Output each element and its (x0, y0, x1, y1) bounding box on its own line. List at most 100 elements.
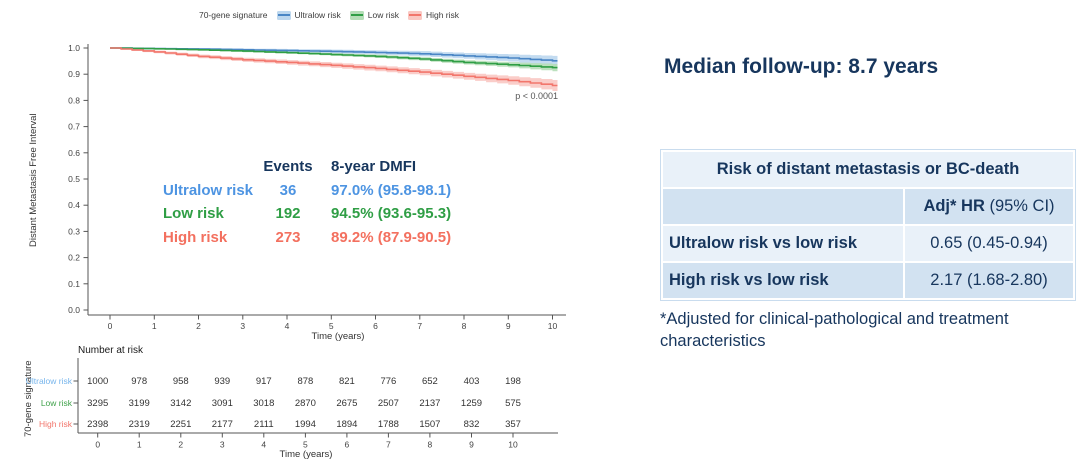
annotation-row-low: Low risk 192 94.5% (93.6-95.3) (163, 202, 451, 226)
y-axis-title: Distant Metastasis Free Interval (28, 113, 39, 247)
number-at-risk-title: Number at risk (78, 345, 144, 356)
legend-item-high: High risk (407, 10, 460, 20)
y-tick-label: 0.5 (68, 174, 80, 184)
annotation-gap (319, 226, 331, 250)
risk-count: 2319 (129, 419, 150, 430)
hr-header-row: Risk of distant metastasis or BC-death (663, 152, 1073, 187)
risk-x-tick-label: 3 (220, 440, 225, 450)
series-dmfi-low: 94.5% (93.6-95.3) (331, 205, 452, 222)
ci-band-0 (110, 48, 558, 66)
risk-count: 2507 (378, 398, 399, 409)
risk-count: 3142 (170, 398, 191, 409)
y-tick-label: 0.0 (68, 305, 80, 315)
risk-x-tick-label: 0 (95, 440, 100, 450)
x-tick-label: 2 (196, 321, 201, 331)
series-dmfi-high: 89.2% (87.9-90.5) (331, 228, 452, 246)
risk-x-tick-label: 4 (261, 440, 266, 450)
km-plot-svg: 1.0 0.9 0.8 0.7 0.6 0.5 0.4 0.3 0.2 0.1 0.0 0 1 2 3 4 5 6… (68, 43, 566, 450)
x-tick-label: 6 (373, 321, 378, 331)
risk-count: 2675 (336, 398, 357, 409)
y-tick-label: 0.6 (68, 148, 80, 158)
risk-x-tick-label: 5 (303, 440, 308, 450)
x-tick-label: 5 (329, 321, 334, 331)
events-annotation: Events 8-year DMFI Ultralow risk 36 97.0… (163, 155, 451, 249)
risk-x-tick-label: 9 (469, 440, 474, 450)
hr-label-ultralow: Ultralow risk vs low risk (663, 226, 903, 261)
annotation-gap (319, 179, 331, 203)
annotation-gap (319, 202, 331, 226)
legend-item-ultralow: Ultralow risk (276, 10, 341, 20)
risk-count: 821 (339, 376, 355, 387)
x-tick-label: 4 (285, 321, 290, 331)
x-tick-label: 8 (462, 321, 467, 331)
risk-count: 917 (256, 376, 272, 387)
risk-x-tick-label: 1 (137, 440, 142, 450)
risk-x-tick-label: 6 (345, 440, 350, 450)
annotation-row-ultralow: Ultralow risk 36 97.0% (95.8-98.1) (163, 179, 451, 203)
high-swatch-icon (407, 10, 422, 20)
x-axis-title-risk: Time (years) (279, 449, 333, 460)
x-tick-label: 0 (108, 321, 113, 331)
risk-count: 878 (297, 376, 313, 387)
tick-labels: 1.0 0.9 0.8 0.7 0.6 0.5 0.4 0.3 0.2 0.1 0.0 0 1 2 3 4 5 6… (68, 43, 557, 450)
risk-x-tick-label: 2 (178, 440, 183, 450)
risk-count: 1788 (378, 419, 399, 430)
annotation-header-row: Events 8-year DMFI (163, 155, 451, 179)
annotation-gap (319, 155, 331, 179)
y-tick-label: 0.7 (68, 122, 80, 132)
risk-count: 2870 (295, 398, 316, 409)
series-label-high: High risk (163, 228, 228, 246)
events-column-header: Events (263, 158, 313, 175)
adjustment-footnote: *Adjusted for clinical-pathological and … (660, 310, 1009, 351)
risk-x-tick-label: 8 (428, 440, 433, 450)
risk-count: 3018 (253, 398, 274, 409)
hr-value-high: 2.17 (1.68-2.80) (905, 263, 1073, 298)
y-tick-label: 0.8 (68, 95, 80, 105)
low-swatch-line (350, 14, 363, 16)
axes (73, 44, 566, 438)
risk-count: 832 (464, 419, 480, 430)
annotation-header-spacer (163, 155, 257, 179)
risk-count: 1000 (87, 376, 108, 387)
risk-count: 1259 (461, 398, 482, 409)
hr-table-title: Risk of distant metastasis or BC-death (663, 152, 1073, 187)
annotation-row-high: High risk 273 89.2% (87.9-90.5) (163, 226, 451, 250)
legend-title: 70-gene signature (198, 10, 268, 20)
x-tick-label: 1 (152, 321, 157, 331)
y-tick-label: 0.4 (68, 200, 80, 210)
risk-count: 357 (505, 419, 521, 430)
hazard-ratio-table: Risk of distant metastasis or BC-death A… (660, 149, 1076, 301)
series-events-ultralow: 36 (279, 181, 297, 199)
p-value: p < 0.0001 (515, 91, 558, 101)
risk-row-label-low: Low risk (40, 398, 72, 408)
risk-counts: 1000 978 958 939 917 878 821 776 652 403 198 3295 31… (87, 376, 521, 430)
dmfi-column-header: 8-year DMFI (331, 158, 417, 175)
risk-count: 652 (422, 376, 438, 387)
hr-value-ultralow: 0.65 (0.45-0.94) (905, 226, 1073, 261)
low-swatch-icon (349, 10, 364, 20)
hr-empty-cell (663, 189, 903, 224)
hr-colheader-row: Adj* HR (95% CI) (663, 189, 1073, 224)
risk-count: 2111 (254, 419, 274, 430)
risk-count: 978 (131, 376, 147, 387)
legend-item-low: Low risk (349, 10, 399, 20)
risk-count: 2398 (87, 419, 108, 430)
risk-count: 939 (214, 376, 230, 387)
risk-x-tick-label: 7 (386, 440, 391, 450)
hr-row-ultralow: Ultralow risk vs low risk 0.65 (0.45-0.9… (663, 226, 1073, 261)
series-dmfi-ultralow: 97.0% (95.8-98.1) (331, 181, 452, 199)
risk-row-label-ultralow: Ultralow risk (25, 376, 72, 386)
legend-label-high: High risk (425, 10, 460, 20)
km-curve-2 (110, 47, 558, 87)
y-tick-label: 0.1 (68, 279, 80, 289)
high-swatch-line (408, 14, 421, 16)
legend: 70-gene signature Ultralow risk Low risk… (90, 10, 568, 20)
series-events-high: 273 (275, 228, 301, 246)
risk-count: 958 (173, 376, 189, 387)
hr-row-high: High risk vs low risk 2.17 (1.68-2.80) (663, 263, 1073, 298)
y-tick-label: 0.2 (68, 253, 80, 263)
km-curves (110, 47, 558, 87)
risk-count: 2251 (170, 419, 191, 430)
hr-col-header: Adj* HR (95% CI) (905, 189, 1073, 224)
hr-col-header-rest: (95% CI) (984, 197, 1055, 215)
